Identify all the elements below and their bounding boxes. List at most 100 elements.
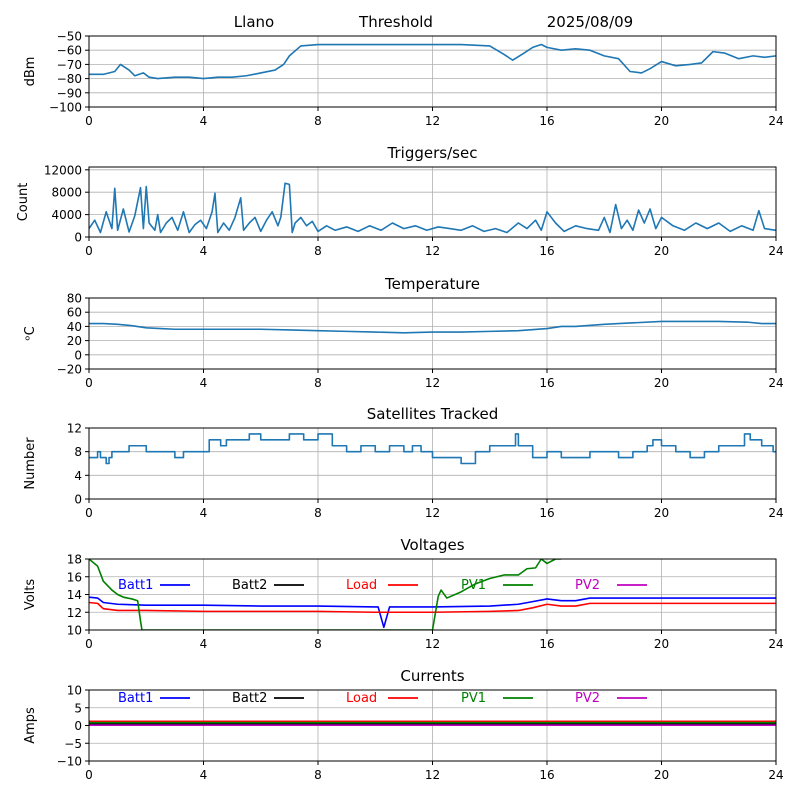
y-tick-label: 80 xyxy=(67,292,82,306)
x-tick-label: 24 xyxy=(768,244,783,258)
x-tick-label: 20 xyxy=(654,114,669,128)
series-group xyxy=(89,320,776,334)
x-tick-label: 12 xyxy=(425,114,440,128)
legend-label-pv1: PV1 xyxy=(461,691,486,706)
x-tick-label: 20 xyxy=(654,637,669,651)
panel-3: 0 4 8 12 16 20 24 0 4 8 12 Satellites Tracked Number xyxy=(23,405,784,520)
x-tick-label: 12 xyxy=(425,637,440,651)
y-axis-label: Volts xyxy=(23,579,38,611)
x-tick-label: 8 xyxy=(314,506,322,520)
series-group xyxy=(89,559,776,630)
series-line-load xyxy=(89,601,776,614)
x-tick-label: 8 xyxy=(314,114,322,128)
y-tick-label: 12 xyxy=(67,606,82,620)
header-site: Llano xyxy=(234,13,274,31)
header-date: 2025/08/09 xyxy=(547,13,633,31)
legend-label-batt1: Batt1 xyxy=(118,578,153,593)
x-tick-label: 12 xyxy=(425,768,440,782)
y-tick-label: 8 xyxy=(74,445,82,459)
panel-4: Batt1 Batt2 Load PV1 PV2 0 4 8 12 16 20 24 10 12 14 16 1… xyxy=(23,536,784,651)
series-group xyxy=(89,433,776,465)
legend-label-pv2: PV2 xyxy=(575,578,600,593)
panel-title: Currents xyxy=(400,667,464,685)
y-tick-label: −20 xyxy=(57,363,82,377)
y-tick-label: 60 xyxy=(67,306,82,320)
legend-label-pv2: PV2 xyxy=(575,691,600,706)
y-tick-label: −70 xyxy=(57,58,82,72)
x-tick-label: 20 xyxy=(654,376,669,390)
y-tick-label: 14 xyxy=(67,588,82,602)
y-axis-label: Count xyxy=(16,183,31,222)
x-tick-label: 8 xyxy=(314,244,322,258)
x-tick-label: 20 xyxy=(654,244,669,258)
panel-title: Voltages xyxy=(400,536,464,554)
panel-title: Triggers/sec xyxy=(387,144,478,162)
x-tick-label: 20 xyxy=(654,506,669,520)
legend-label-load: Load xyxy=(346,578,377,593)
x-tick-label: 16 xyxy=(539,244,554,258)
series-group xyxy=(89,182,776,234)
series-line xyxy=(89,433,776,465)
y-tick-label: −60 xyxy=(57,44,82,58)
header-label: Threshold xyxy=(358,13,433,31)
legend-label-batt2: Batt2 xyxy=(232,691,267,706)
y-tick-label: 12000 xyxy=(44,163,82,177)
series-line xyxy=(89,320,776,334)
legend-label-load: Load xyxy=(346,691,377,706)
x-tick-label: 0 xyxy=(85,376,93,390)
y-tick-label: 8000 xyxy=(51,186,82,200)
y-tick-label: 18 xyxy=(67,553,82,567)
x-tick-label: 4 xyxy=(200,114,208,128)
x-tick-label: 4 xyxy=(200,506,208,520)
x-tick-label: 24 xyxy=(768,506,783,520)
series-line xyxy=(89,43,776,80)
y-tick-label: 0 xyxy=(74,231,82,245)
x-tick-label: 0 xyxy=(85,637,93,651)
panel-title: Temperature xyxy=(384,275,480,293)
x-tick-label: 8 xyxy=(314,768,322,782)
y-tick-label: 0 xyxy=(74,719,82,733)
x-tick-label: 8 xyxy=(314,637,322,651)
series-line xyxy=(89,182,776,234)
x-tick-label: 16 xyxy=(539,506,554,520)
y-tick-label: −90 xyxy=(57,86,82,100)
y-tick-label: −80 xyxy=(57,72,82,86)
y-tick-label: 0 xyxy=(74,348,82,362)
legend-label-pv1: PV1 xyxy=(461,578,486,593)
y-tick-label: 5 xyxy=(74,701,82,715)
series-group xyxy=(89,43,776,80)
legend-label-batt1: Batt1 xyxy=(118,691,153,706)
y-tick-label: −10 xyxy=(57,755,82,769)
x-tick-label: 12 xyxy=(425,506,440,520)
series-line-batt1 xyxy=(89,596,776,629)
series-group xyxy=(89,720,776,726)
y-axis-label: Number xyxy=(23,437,38,490)
y-axis-label: ᵒC xyxy=(23,326,38,340)
y-tick-label: 12 xyxy=(67,422,82,436)
x-tick-label: 12 xyxy=(425,376,440,390)
panel-0: 0 4 8 12 16 20 24 −100−90−80−70−60−50 dBm xyxy=(23,30,784,129)
x-tick-label: 4 xyxy=(200,244,208,258)
x-tick-label: 16 xyxy=(539,768,554,782)
y-tick-label: −5 xyxy=(64,737,82,751)
series-line-pv1 xyxy=(89,559,562,630)
y-tick-label: 0 xyxy=(74,493,82,507)
y-tick-label: 4000 xyxy=(51,208,82,222)
y-tick-label: 20 xyxy=(67,334,82,348)
x-tick-label: 24 xyxy=(768,114,783,128)
panel-5: Batt1 Batt2 Load PV1 PV2 0 4 8 12 16 20 24 −10 −5 0 5 10… xyxy=(23,667,784,782)
x-tick-label: 4 xyxy=(200,637,208,651)
x-tick-label: 0 xyxy=(85,244,93,258)
x-tick-label: 16 xyxy=(539,376,554,390)
y-tick-label: −50 xyxy=(57,30,82,44)
legend-label-batt2: Batt2 xyxy=(232,578,267,593)
x-tick-label: 16 xyxy=(539,114,554,128)
x-tick-label: 8 xyxy=(314,376,322,390)
panel-1: 0 4 8 12 16 20 24 0 4000 8000 12000 Triggers/sec Cou… xyxy=(16,144,784,258)
y-tick-label: 10 xyxy=(67,624,82,638)
x-tick-label: 4 xyxy=(200,768,208,782)
x-tick-label: 20 xyxy=(654,768,669,782)
